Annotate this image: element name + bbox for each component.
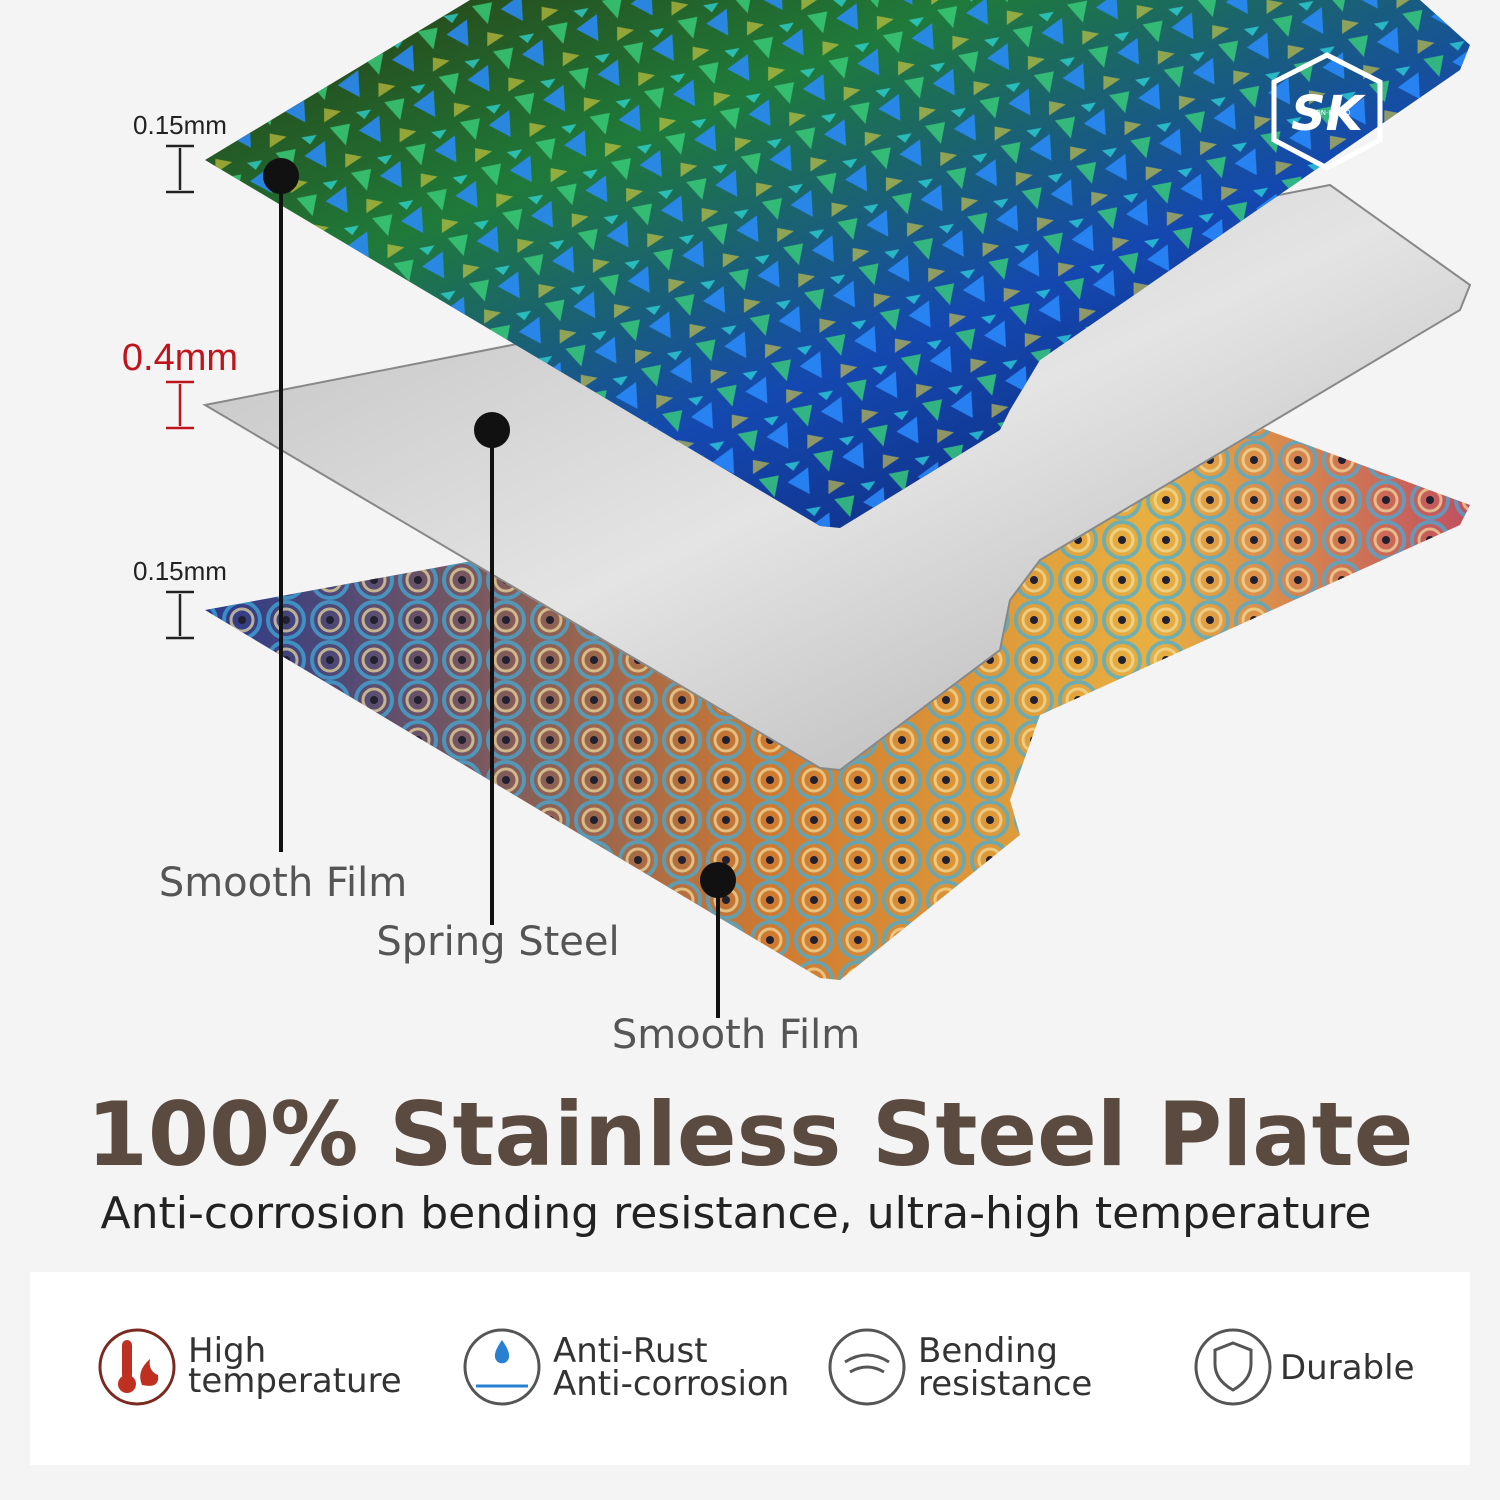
thickness-label: 0.4mm (122, 337, 238, 379)
layer-label: Spring Steel (376, 919, 619, 965)
title: 100% Stainless Steel Plate (87, 1083, 1414, 1186)
feature-text: temperature (188, 1361, 402, 1401)
logo-brand: SHION·KWOO (1303, 109, 1351, 117)
feature-text: Anti-corrosion (553, 1364, 789, 1404)
pointers (263, 158, 736, 1018)
feature-text: Bending (918, 1331, 1058, 1371)
feature-text: Anti-Rust (553, 1331, 708, 1371)
layer-label: Smooth Film (612, 1012, 860, 1058)
feature-icons (98, 1328, 1272, 1406)
thickness-label: 0.15mm (133, 110, 227, 140)
logo-mark: SK (1291, 86, 1367, 142)
layer-label: Smooth Film (159, 860, 407, 906)
feature-text: resistance (918, 1364, 1092, 1404)
thickness-markers (166, 144, 194, 640)
subtitle: Anti-corrosion bending resistance, ultra… (101, 1188, 1372, 1239)
logo: SK SHION·KWOO (1271, 52, 1383, 171)
thickness-label: 0.15mm (133, 556, 227, 586)
feature-panel (30, 1272, 1470, 1465)
top-plate (205, 0, 1470, 528)
feature-text: High (188, 1331, 266, 1371)
feature-text: Durable (1280, 1348, 1415, 1388)
